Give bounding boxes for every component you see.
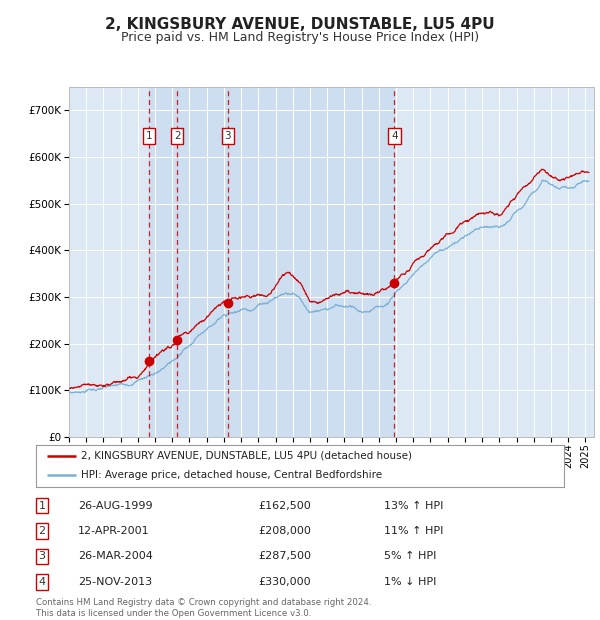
Text: 3: 3: [38, 551, 46, 562]
Text: 12-APR-2001: 12-APR-2001: [78, 526, 149, 536]
Text: £330,000: £330,000: [258, 577, 311, 587]
Text: £162,500: £162,500: [258, 500, 311, 511]
Text: 26-AUG-1999: 26-AUG-1999: [78, 500, 152, 511]
Text: Price paid vs. HM Land Registry's House Price Index (HPI): Price paid vs. HM Land Registry's House …: [121, 31, 479, 44]
Text: 11% ↑ HPI: 11% ↑ HPI: [384, 526, 443, 536]
Text: 2, KINGSBURY AVENUE, DUNSTABLE, LU5 4PU (detached house): 2, KINGSBURY AVENUE, DUNSTABLE, LU5 4PU …: [81, 451, 412, 461]
Text: 1: 1: [38, 500, 46, 511]
Text: 2: 2: [174, 131, 181, 141]
Text: £287,500: £287,500: [258, 551, 311, 562]
Bar: [177, 87, 228, 437]
Text: £208,000: £208,000: [258, 526, 311, 536]
Text: 25-NOV-2013: 25-NOV-2013: [78, 577, 152, 587]
Text: 4: 4: [391, 131, 398, 141]
Text: HPI: Average price, detached house, Central Bedfordshire: HPI: Average price, detached house, Cent…: [81, 471, 382, 480]
Text: 2, KINGSBURY AVENUE, DUNSTABLE, LU5 4PU: 2, KINGSBURY AVENUE, DUNSTABLE, LU5 4PU: [105, 17, 495, 32]
Bar: [228, 87, 394, 437]
Text: 4: 4: [38, 577, 46, 587]
Text: 2: 2: [38, 526, 46, 536]
Text: Contains HM Land Registry data © Crown copyright and database right 2024.
This d: Contains HM Land Registry data © Crown c…: [36, 598, 371, 618]
Text: 3: 3: [224, 131, 231, 141]
Text: 1% ↓ HPI: 1% ↓ HPI: [384, 577, 436, 587]
Text: 26-MAR-2004: 26-MAR-2004: [78, 551, 153, 562]
Text: 1: 1: [146, 131, 152, 141]
Text: 5% ↑ HPI: 5% ↑ HPI: [384, 551, 436, 562]
Text: 13% ↑ HPI: 13% ↑ HPI: [384, 500, 443, 511]
Bar: [149, 87, 177, 437]
